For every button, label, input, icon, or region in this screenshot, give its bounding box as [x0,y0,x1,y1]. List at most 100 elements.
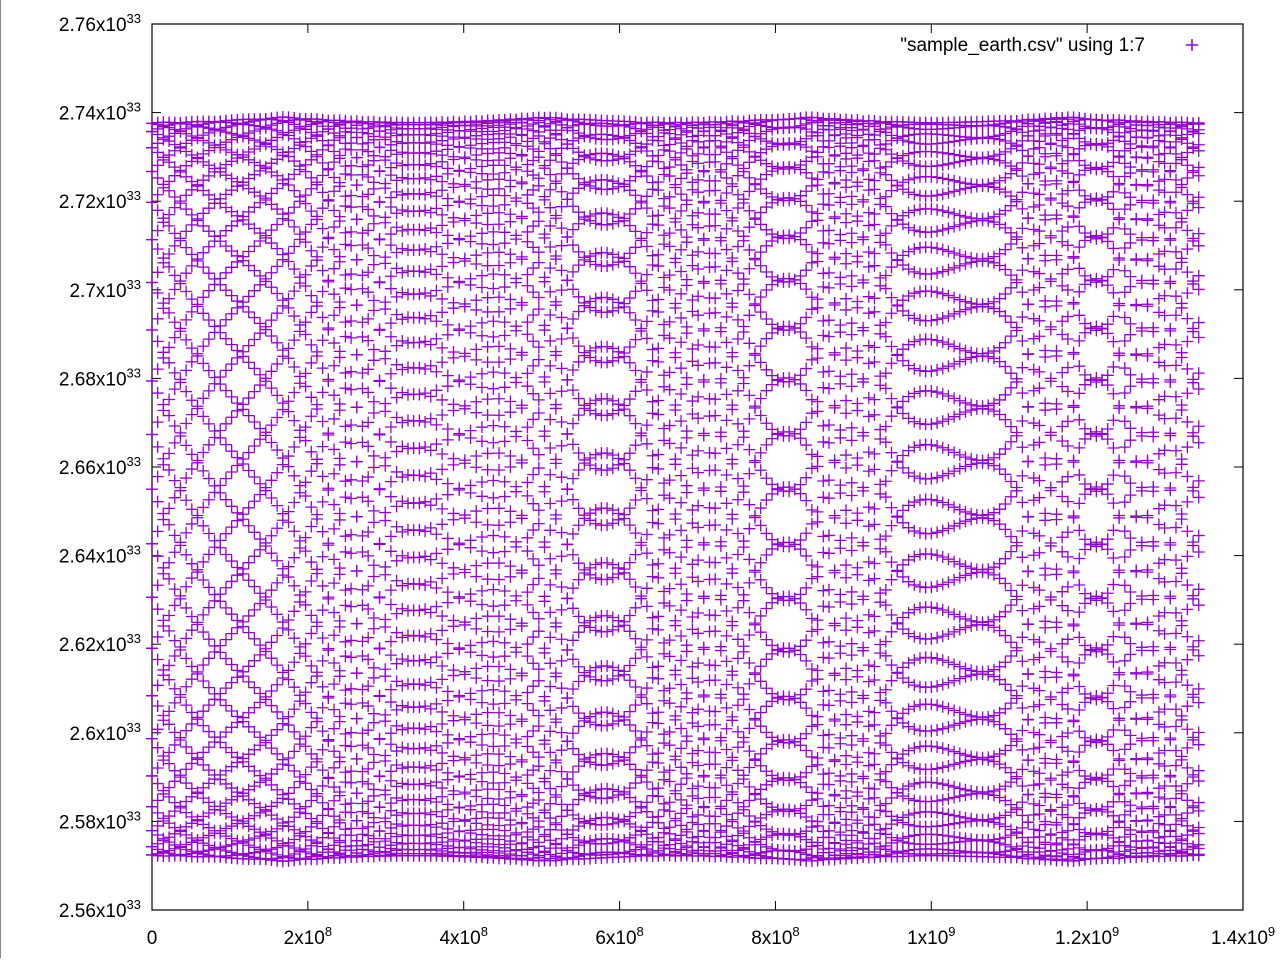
data-point [465,273,477,285]
data-point [300,316,312,328]
data-point [254,123,266,135]
data-point [425,703,437,715]
data-point [743,360,755,372]
data-point [493,660,505,672]
data-point [470,396,482,408]
data-point [658,319,670,331]
data-point [203,652,215,664]
data-point [675,578,687,590]
data-point [630,334,642,346]
data-point [709,758,721,770]
data-point [493,173,505,185]
data-point [738,278,750,290]
data-point [425,339,437,351]
data-point [806,303,818,315]
data-point [476,697,488,709]
data-point [504,293,516,305]
data-point [561,735,573,747]
data-point [220,169,232,181]
data-point [214,378,226,390]
data-point [317,764,329,776]
data-point [288,824,300,836]
data-point [721,172,733,184]
data-point [476,435,488,447]
data-point [658,193,670,205]
data-point [766,829,778,841]
data-point [658,544,670,556]
data-point [521,490,533,502]
data-point [556,284,568,296]
data-point [260,121,272,133]
data-point [709,447,721,459]
data-point [385,239,397,251]
data-point [561,644,573,656]
data-point [356,697,368,709]
data-point [197,609,209,621]
data-point [430,419,442,431]
data-point [396,550,408,562]
data-point [806,663,818,675]
data-point [317,780,329,792]
data-point [197,129,209,141]
data-point [339,798,351,810]
data-point [396,189,408,201]
data-point [436,660,448,672]
data-point [192,132,204,144]
data-point [231,664,243,676]
data-point [544,824,556,836]
data-point [709,659,721,671]
data-point [305,556,317,568]
data-point [203,527,215,539]
data-point [243,290,255,302]
data-point [516,837,528,849]
data-point [578,564,590,576]
data-point [539,804,551,816]
data-point [584,352,596,364]
data-point [169,583,181,595]
data-point [584,459,596,471]
data-point [169,635,181,647]
data-point [214,595,226,607]
data-point [601,219,613,231]
data-point [271,629,283,641]
data-point [345,547,357,559]
data-point [459,298,471,310]
data-point [516,150,528,162]
data-point [413,701,425,713]
data-point [675,630,687,642]
data-point [675,244,687,256]
data-point [612,514,624,526]
data-point [652,624,664,636]
data-point [692,780,704,792]
data-point [544,681,556,693]
data-point [630,494,642,506]
data-point [499,740,511,752]
data-point [470,407,482,419]
data-point [709,156,721,168]
data-point [476,649,488,661]
data-point [527,704,539,716]
data-point [328,745,340,757]
data-point [607,342,619,354]
data-point [192,619,204,631]
data-point [647,450,659,462]
data-point [510,595,522,607]
data-point [163,625,175,637]
data-point [453,801,465,813]
data-point [243,245,255,257]
data-point [652,249,664,261]
data-point [664,366,676,378]
data-point [567,602,579,614]
data-point [743,810,755,822]
data-point [328,360,340,372]
data-point [755,574,767,586]
data-point [635,232,647,244]
data-point [203,764,215,776]
data-point [482,519,494,531]
data-point [248,240,260,252]
data-point [482,675,494,687]
data-point [368,344,380,356]
data-point [675,654,687,666]
data-point [186,518,198,530]
data-point [362,171,374,183]
